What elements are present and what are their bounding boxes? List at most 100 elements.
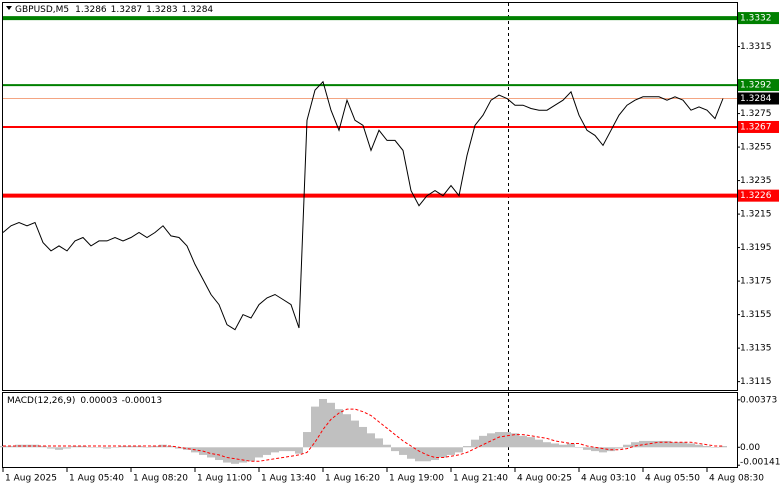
histogram-bar (567, 443, 575, 448)
histogram-bar (247, 447, 255, 462)
histogram-bar (423, 447, 431, 462)
histogram-bar (535, 439, 543, 448)
level-label-bg (738, 79, 779, 92)
y-tick-label: 1.3155 (740, 310, 772, 320)
y-tick-label: 1.3275 (740, 109, 772, 119)
x-tick-label: 1 Aug 05:40 (69, 474, 124, 484)
histogram-bar (167, 446, 175, 448)
histogram-bar (591, 447, 599, 452)
histogram-bar (511, 433, 519, 448)
histogram-bar (487, 433, 495, 448)
histogram-bar (519, 435, 527, 448)
high: 1.3287 (111, 5, 143, 15)
histogram-bar (463, 446, 471, 448)
histogram-bar (575, 447, 583, 448)
level-label: 1.3226 (740, 191, 772, 201)
histogram-bar (7, 446, 15, 448)
histogram-bar (583, 447, 591, 450)
histogram-bar (655, 440, 663, 448)
histogram-bar (703, 446, 711, 448)
histogram-bar (295, 447, 303, 454)
histogram-bar (607, 447, 615, 452)
histogram-bar (687, 443, 695, 448)
x-tick-label: 4 Aug 08:30 (709, 474, 764, 484)
last-price-bg (738, 92, 779, 105)
histogram-bar (543, 442, 551, 448)
level-label-bg (738, 12, 779, 25)
x-tick-label: 1 Aug 11:00 (197, 474, 252, 484)
histogram-bar (47, 447, 55, 449)
histogram-bar (215, 447, 223, 461)
histogram-bar (287, 447, 295, 452)
histogram-bar (0, 446, 7, 448)
close: 1.3284 (182, 5, 214, 15)
y-tick-label: 1.3255 (740, 143, 772, 153)
histogram-bar (55, 447, 63, 450)
level-label-bg (738, 120, 779, 133)
x-tick-label: 1 Aug 13:40 (261, 474, 316, 484)
histogram-bar (647, 440, 655, 448)
price-line (2, 80, 724, 331)
histogram-bar (367, 433, 375, 448)
histogram-bar (375, 438, 383, 448)
histogram-bar (95, 447, 103, 448)
histogram-bar (495, 432, 503, 448)
histogram-bar (87, 447, 95, 448)
last-price-label: 1.3284 (740, 94, 772, 104)
x-tick-label: 1 Aug 19:00 (389, 474, 444, 484)
x-tick-label: 1 Aug 2025 (5, 474, 57, 484)
x-tick-label: 4 Aug 05:50 (645, 474, 700, 484)
histogram-bar (439, 447, 447, 458)
histogram-bar (271, 447, 279, 453)
histogram-bar (559, 444, 567, 448)
histogram-bar (175, 447, 183, 449)
header: GBPUSD,M5 1.3286 1.3287 1.3283 1.3284 (15, 5, 213, 15)
histogram-bar (279, 447, 287, 452)
histogram-bar (127, 446, 135, 448)
histogram-bar (263, 447, 271, 455)
x-tick-label: 4 Aug 00:25 (517, 474, 572, 484)
y-tick-label: 1.3315 (740, 42, 772, 52)
histogram-bar (311, 406, 319, 448)
histogram-bar (79, 446, 87, 448)
y-tick-label: 0.00 (740, 443, 760, 453)
y-tick-label: 1.3195 (740, 243, 772, 253)
histogram-bar (503, 432, 511, 448)
x-tick-label: 4 Aug 03:10 (581, 474, 636, 484)
macd-value: 0.00003 (80, 396, 117, 406)
histogram-bar (223, 447, 231, 463)
histogram-bar (551, 443, 559, 448)
signal-value: -0.00013 (122, 396, 162, 406)
histogram-bar (23, 444, 31, 448)
macd-header: MACD(12,26,9) 0.00003 -0.00013 (7, 396, 162, 406)
histogram-bar (623, 444, 631, 448)
x-tick-label: 1 Aug 21:40 (453, 474, 508, 484)
histogram-bar (151, 446, 159, 448)
histogram-bar (231, 447, 239, 464)
histogram-bar (359, 426, 367, 448)
macd-frame (2, 392, 738, 468)
histogram-bar (239, 447, 247, 463)
histogram-bar (135, 446, 143, 448)
histogram-bar (391, 447, 399, 452)
level-label: 1.3292 (740, 81, 772, 91)
histogram-bar (111, 447, 119, 448)
low: 1.3283 (146, 5, 178, 15)
y-tick-label: 0.00373 (740, 395, 777, 405)
histogram-bar (679, 442, 687, 448)
macd-title: MACD(12,26,9) (7, 396, 75, 406)
histogram-bar (327, 402, 335, 448)
histogram-bar (631, 442, 639, 448)
symbol: GBPUSD,M5 (15, 5, 69, 15)
histogram-bar (351, 420, 359, 448)
price-frame (2, 2, 738, 391)
y-tick-label: 1.3115 (740, 377, 772, 387)
histogram-bar (63, 447, 71, 449)
histogram-bar (431, 447, 439, 461)
x-tick-label: 1 Aug 16:20 (325, 474, 380, 484)
histogram-bar (639, 440, 647, 448)
signal-line (3, 408, 723, 462)
level-label-bg (738, 189, 779, 202)
level-label: 1.3332 (740, 14, 772, 24)
